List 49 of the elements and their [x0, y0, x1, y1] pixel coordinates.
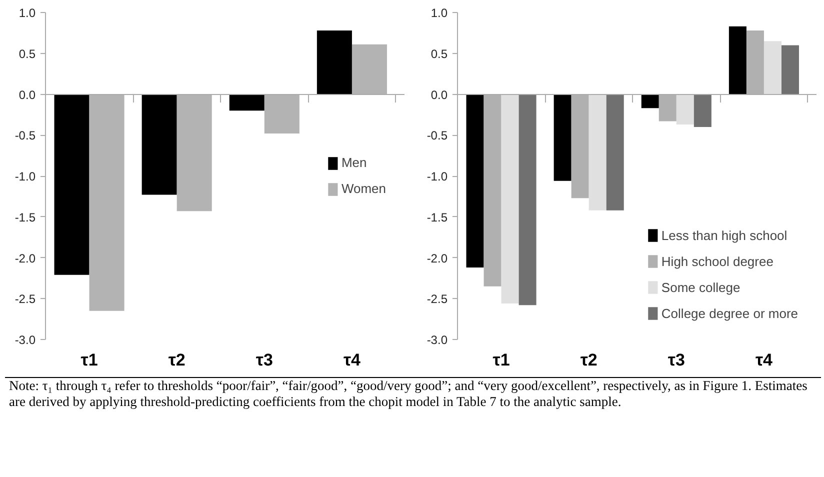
x-tick-label: τ1: [492, 350, 510, 370]
legend-label: Women: [341, 181, 386, 196]
y-tick-label: -0.5: [14, 128, 36, 143]
x-tick-label: τ2: [168, 350, 186, 370]
x-tick-label: τ4: [755, 350, 774, 370]
bar: [728, 26, 746, 94]
y-tick-label: 0.0: [430, 88, 448, 102]
y-tick-label: -1.0: [426, 170, 448, 184]
y-tick-label: -2.5: [14, 292, 36, 306]
y-tick-label: 1.0: [18, 6, 36, 20]
x-tick-label: τ3: [668, 350, 685, 370]
y-tick-label: -1.5: [14, 210, 36, 224]
legend-label: College degree or more: [661, 306, 798, 320]
x-tick-label: τ3: [256, 350, 273, 370]
y-tick-label: -0.5: [426, 128, 448, 143]
legend-label: Less than high school: [661, 228, 788, 242]
y-tick-label: 1.0: [430, 6, 448, 20]
x-tick-label: τ1: [80, 350, 98, 370]
bar: [641, 94, 659, 108]
bar: [316, 30, 352, 94]
y-tick-label: -3.0: [14, 333, 36, 347]
y-tick-label: -1.0: [14, 170, 36, 184]
y-tick-label: 0.5: [18, 46, 36, 61]
bar: [676, 94, 694, 124]
legend-label: High school degree: [661, 254, 774, 268]
bar: [554, 94, 572, 181]
y-tick-label: -2.5: [426, 292, 448, 306]
bar: [694, 94, 712, 127]
legend-label: Men: [341, 155, 367, 170]
x-tick-label: τ4: [343, 350, 362, 370]
bar: [588, 94, 606, 210]
y-tick-label: 0.0: [18, 88, 36, 102]
bar: [54, 94, 90, 275]
text: Note: τ₁ through τ₄ refer to thresholds “poor/fair”, “fair/good”, “good/very good”; and “very good/excellent”, respectively, as in Figure 1. Estimates are derived by applying threshold-predicting coefficients from the chopit model in Table 7 to the analytic sample.: [9, 378, 808, 410]
x-tick-label: τ2: [580, 350, 598, 370]
bar: [781, 45, 799, 94]
bar: [764, 41, 782, 94]
y-tick-label: -3.0: [426, 333, 448, 347]
y-tick-label: -2.0: [426, 251, 448, 266]
bar: [142, 94, 177, 195]
bar: [606, 94, 624, 210]
bar: [501, 94, 519, 304]
bar: [229, 94, 264, 111]
bar: [518, 94, 536, 306]
y-tick-label: -1.5: [426, 210, 448, 224]
y-tick-label: -2.0: [14, 251, 36, 266]
legend-label: Some college: [661, 280, 740, 294]
y-tick-label: 0.5: [430, 46, 448, 61]
bar: [466, 94, 484, 268]
